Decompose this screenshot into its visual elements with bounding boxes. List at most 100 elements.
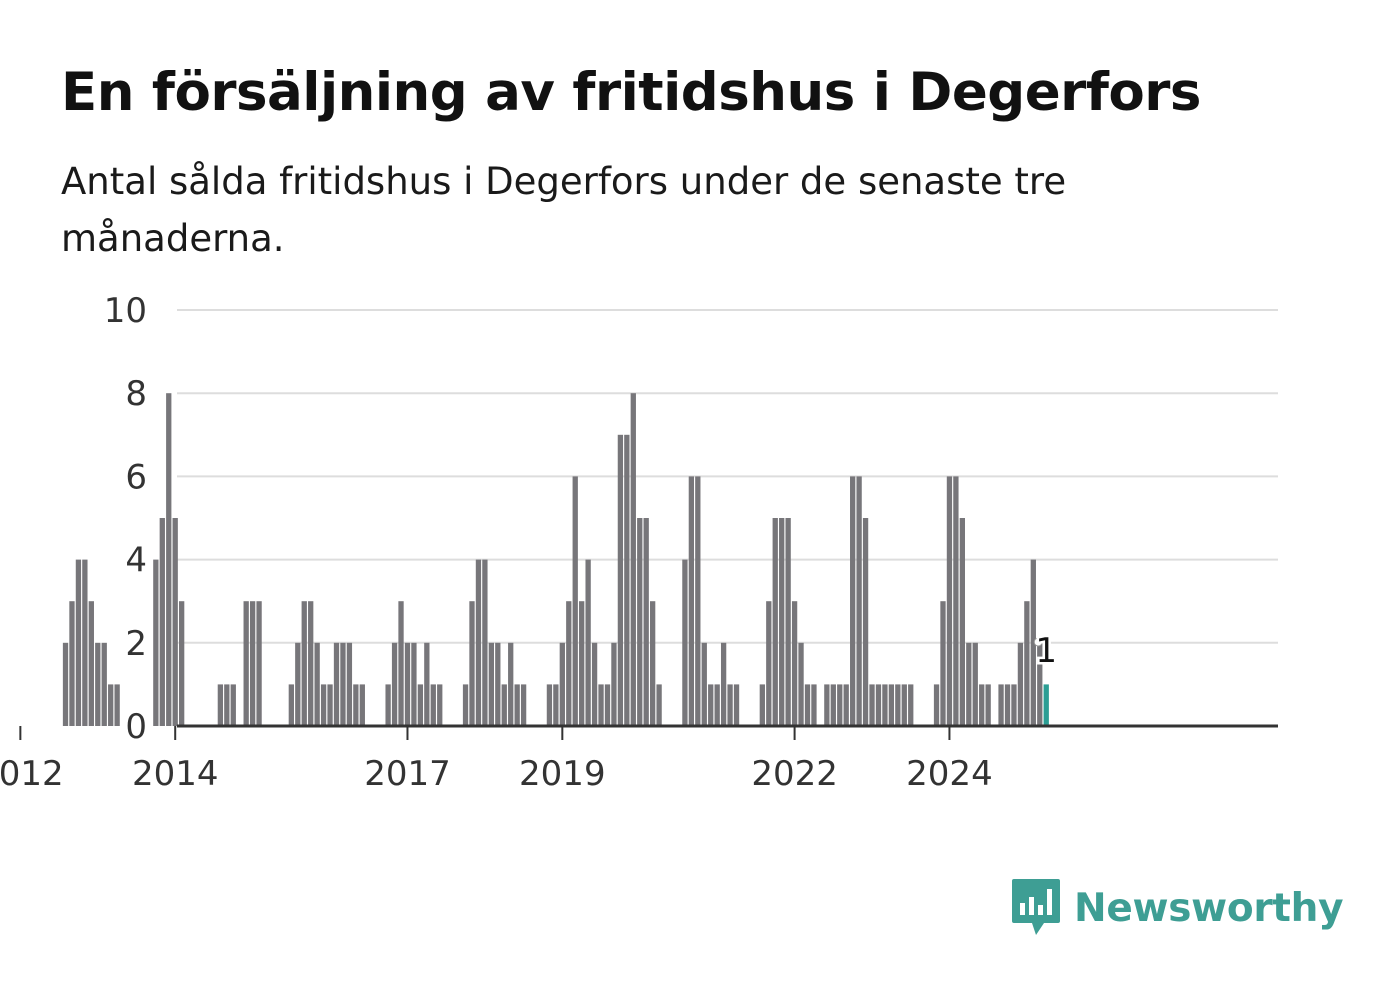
y-tick-label: 0 [125,707,147,747]
last-value-marker [1033,637,1043,647]
bar [611,642,617,726]
y-tick-label: 2 [125,624,147,664]
bar [701,642,707,726]
bar [979,684,985,726]
bar [862,518,869,726]
bar [1030,559,1036,726]
bar [1024,601,1030,726]
bar [566,601,572,726]
bar [217,684,224,726]
y-tick-label: 6 [125,457,147,497]
bar [708,684,714,726]
bar [591,642,598,726]
bar [243,601,249,726]
bar [714,684,720,726]
x-tick-label: 2022 [751,754,838,794]
bar [772,518,778,726]
bar [624,434,630,726]
bar [604,684,611,726]
bar [95,642,101,726]
bar [1011,684,1017,726]
bar [288,684,294,726]
bar [759,684,765,726]
bar [682,559,688,726]
bar-chart: 0 2 4 6 8 10 2012 2014 2017 2019 2022 2024 1 [0,291,1278,794]
bar [224,684,230,726]
bar [1037,642,1043,726]
bar [643,518,649,726]
bar [798,642,804,726]
bar [391,642,398,726]
bar [585,559,591,726]
bar [404,642,411,726]
bar [985,684,991,726]
brand-name: Newsworthy [1074,885,1344,931]
bar [82,559,88,726]
bar [520,684,527,726]
bar [972,642,978,726]
bar [888,684,895,726]
bar [824,684,830,726]
chart-title: En försäljning av fritidshus i Degerfors [61,62,1201,123]
bar [430,684,436,726]
bar [882,684,888,726]
bar [346,642,353,726]
bar [340,642,346,726]
bar [508,642,514,726]
bar [385,684,391,726]
brand-logo: Newsworthy [1010,876,1344,940]
bar [656,684,662,726]
bar [546,684,553,726]
bar [327,684,333,726]
bar [695,476,701,726]
bar [572,476,578,726]
bar [1017,642,1024,726]
bar [411,642,417,726]
bar [462,684,469,726]
bar [488,642,495,726]
bar [417,684,424,726]
x-tick-label: 2019 [519,754,606,794]
bar [514,684,520,726]
bar [856,476,862,726]
bar [101,642,107,726]
bar [166,393,172,726]
bar [179,601,185,726]
bar [598,684,604,726]
bar [733,684,740,726]
bar [559,642,565,726]
bar [320,684,327,726]
bar [108,684,114,726]
bar [314,642,320,726]
bar [998,684,1004,726]
chart-subtitle: Antal sålda fritidshus i Degerfors under… [61,160,1067,260]
bar [333,642,340,726]
bar [579,601,585,726]
bar [811,684,817,726]
bar [946,476,953,726]
bar [172,518,178,726]
newsworthy-logo-icon [1012,879,1060,935]
bar [482,559,488,726]
bar [553,684,559,726]
bar [933,684,940,726]
bar [959,518,965,726]
bar [637,518,643,726]
x-tick-label: 2017 [364,754,451,794]
bar [475,559,482,726]
bar [495,642,501,726]
bar [895,684,901,726]
x-tick-label: 2012 [0,754,64,794]
bar [875,684,882,726]
bar [869,684,875,726]
bar [256,601,262,726]
bar [249,601,256,726]
bar [830,684,836,726]
bar [966,642,972,726]
bar [62,642,69,726]
bar [69,601,75,726]
bar [617,434,624,726]
bar [353,684,359,726]
bar [901,684,907,726]
last-value-label: 1 [1035,631,1057,671]
